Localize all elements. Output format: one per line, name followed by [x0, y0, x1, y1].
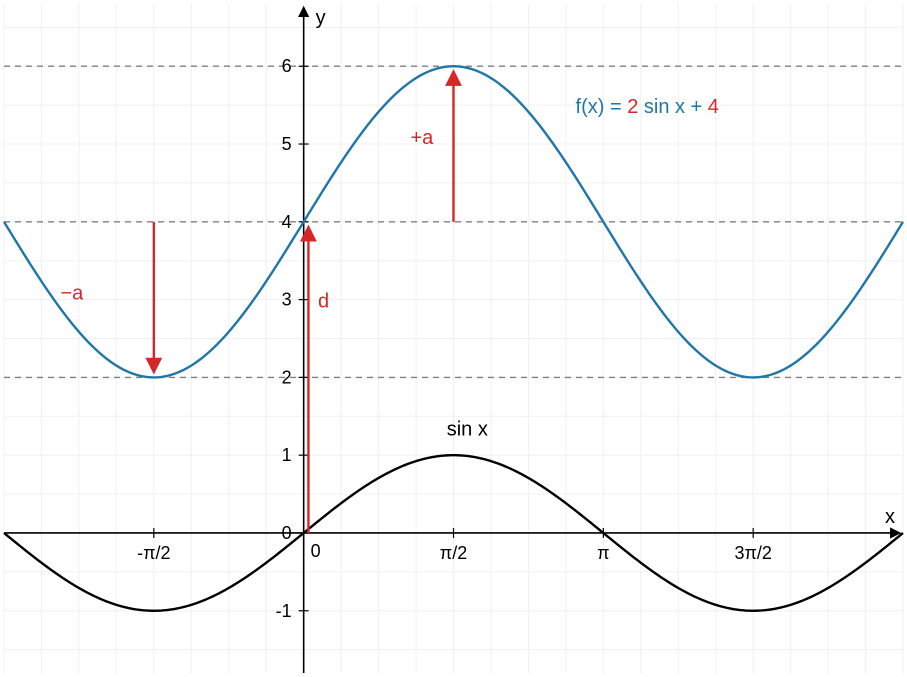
y-tick-label: 5	[282, 134, 292, 154]
plus-a-label: +a	[410, 127, 434, 149]
y-tick-label: 1	[282, 445, 292, 465]
sin-label: sin x	[447, 419, 488, 441]
y-tick-label: 3	[282, 290, 292, 310]
chart-svg: -π/2 0 π/2 π 3π/2 -1 0 1 2 3 4 5 6 x y sin x f(x) = 2 s…	[0, 0, 907, 677]
y-tick-label: 0	[282, 523, 292, 543]
x-tick-label: π	[597, 543, 609, 563]
x-tick-label: -π/2	[137, 543, 170, 563]
y-tick-label: 4	[282, 212, 292, 232]
y-tick-label: 2	[282, 367, 292, 387]
labels: x y sin x f(x) = 2 sin x + 4 d +a −a	[60, 7, 895, 528]
chart-container: -π/2 0 π/2 π 3π/2 -1 0 1 2 3 4 5 6 x y sin x f(x) = 2 s…	[0, 0, 907, 677]
minus-a-label: −a	[60, 283, 84, 305]
fx-label: f(x) = 2 sin x + 4	[576, 96, 719, 118]
x-tick-label: 3π/2	[734, 543, 771, 563]
x-tick-label: π/2	[440, 543, 467, 563]
y-tick-label: 6	[282, 56, 292, 76]
x-axis-label: x	[885, 506, 895, 528]
y-axis-label: y	[316, 7, 326, 29]
x-tick-label: 0	[311, 541, 321, 561]
y-tick-label: -1	[276, 601, 292, 621]
d-label: d	[318, 290, 329, 312]
axes	[4, 8, 899, 673]
